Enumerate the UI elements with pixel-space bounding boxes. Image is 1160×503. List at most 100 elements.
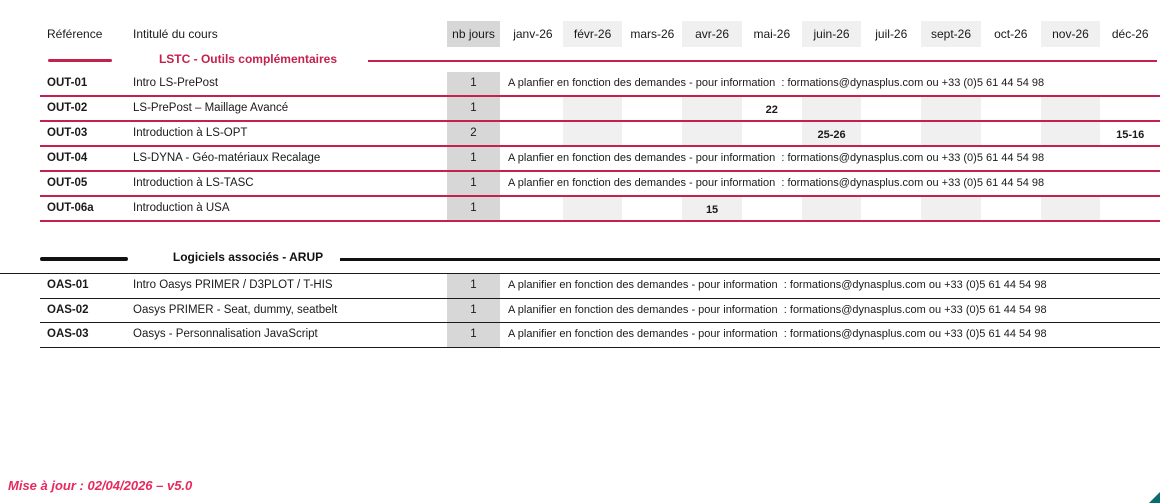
reference-column-header: Référence — [47, 27, 103, 41]
course-row-OUT-05: OUT-05 Introduction à LS-TASC 1 A planfier … — [40, 172, 1160, 197]
month-header-oct-26: oct-26 — [994, 27, 1028, 41]
table-header-row: Référence Intitulé du cours nb jours jan… — [0, 21, 1160, 47]
planning-info-text: A planifier en fonction des demandes - p… — [508, 328, 1047, 340]
section-rows-arup: OAS-01 Intro Oasys PRIMER / D3PLOT / T-HI… — [0, 273, 1160, 348]
section-header-arup: Logiciels associés - ARUP — [0, 246, 1160, 273]
course-reference: OUT-04 — [47, 152, 88, 164]
date-cell-oct-26 — [981, 122, 1041, 145]
days-cell: 1 — [447, 72, 500, 95]
course-column-header: Intitulé du cours — [133, 27, 218, 41]
section-rule-right — [340, 257, 1160, 261]
date-cell-nov-26 — [1040, 122, 1101, 145]
date-cell-avr-26 — [682, 97, 742, 120]
update-note: Mise à jour : 02/04/2026 – v5.0 — [8, 478, 193, 493]
date-cell-sept-26 — [921, 197, 981, 220]
date-cell-avr-26: 15 — [682, 197, 742, 220]
course-reference: OUT-06a — [47, 202, 94, 214]
planning-info-text: A planfier en fonction des demandes - po… — [508, 177, 1045, 189]
course-row-OAS-03: OAS-03 Oasys - Personnalisation JavaScrip… — [40, 323, 1160, 348]
days-cell: 1 — [447, 97, 500, 120]
days-column-header: nb jours — [447, 21, 500, 47]
course-reference: OUT-01 — [47, 77, 88, 89]
planning-info-text: A planifier en fonction des demandes - p… — [508, 303, 1047, 316]
date-cell-juin-26: 25-26 — [801, 122, 862, 145]
course-name: LS-DYNA - Géo-matériaux Recalage — [133, 152, 321, 164]
course-row-OUT-06a: OUT-06a Introduction à USA 1 15 — [40, 197, 1160, 222]
date-cell-mars-26 — [622, 197, 682, 220]
corner-triangle-icon — [1149, 492, 1160, 503]
date-cell-mai-26 — [742, 122, 802, 145]
course-reference: OUT-03 — [47, 127, 88, 139]
month-header-mai-26: mai-26 — [753, 27, 791, 41]
date-cell-janv-26 — [503, 97, 563, 120]
course-row-OUT-01: OUT-01 Intro LS-PrePost 1 A planfier en fon… — [40, 72, 1160, 97]
date-cell-déc-26 — [1100, 197, 1160, 220]
month-cells: 15 — [503, 197, 1160, 220]
planning-info-text: A planifier en fonction des demandes - p… — [508, 279, 1047, 291]
date-cell-oct-26 — [981, 97, 1041, 120]
date-cell-janv-26 — [503, 122, 563, 145]
date-cell-févr-26 — [562, 197, 623, 220]
month-header-févr-26: févr-26 — [562, 21, 623, 47]
date-cell-déc-26 — [1100, 97, 1160, 120]
date-cell-mai-26: 22 — [765, 104, 778, 116]
course-name: Introduction à USA — [133, 202, 230, 214]
date-cell-mars-26 — [622, 97, 682, 120]
planning-info-text: A planfier en fonction des demandes - po… — [508, 77, 1045, 89]
section-rule-right — [368, 59, 1157, 62]
planning-info-text: A planfier en fonction des demandes - po… — [508, 152, 1045, 164]
date-cell-juil-26 — [861, 197, 921, 220]
date-cell-juin-26 — [801, 197, 862, 220]
course-row-OUT-03: OUT-03 Introduction à LS-OPT 2 25-26 15-16 — [40, 122, 1160, 147]
date-cell-nov-26 — [1040, 97, 1101, 120]
course-name: Intro LS-PrePost — [133, 77, 219, 89]
days-cell: 1 — [447, 197, 500, 220]
course-name: Introduction à LS-TASC — [133, 177, 254, 189]
section-lstc: LSTC - Outils complémentaires OUT-01 Intro… — [0, 52, 1160, 222]
date-cell-juin-26 — [801, 97, 862, 120]
month-header-sept-26: sept-26 — [921, 21, 981, 47]
course-row-OUT-02: OUT-02 LS-PrePost – Maillage Avancé 1 22 — [40, 97, 1160, 122]
course-name: Introduction à LS-OPT — [133, 127, 248, 139]
section-rule-left — [40, 257, 128, 261]
course-reference: OAS-03 — [47, 328, 89, 340]
date-cell-févr-26 — [562, 122, 623, 145]
date-cell-janv-26 — [503, 197, 563, 220]
date-cell-juil-26 — [861, 97, 921, 120]
month-cells: 25-26 15-16 — [503, 122, 1160, 145]
course-row-OAS-02: OAS-02 Oasys PRIMER - Seat, dummy, seatbe… — [40, 298, 1160, 323]
section-header-lstc: LSTC - Outils complémentaires — [0, 52, 1160, 72]
month-headers: janv-26 févr-26 mars-26 avr-26 mai-26 juin-26… — [503, 21, 1160, 47]
month-header-janv-26: janv-26 — [513, 27, 553, 41]
month-header-nov-26: nov-26 — [1040, 21, 1101, 47]
course-reference: OAS-02 — [47, 303, 89, 316]
date-cell-nov-26 — [1040, 197, 1101, 220]
date-cell-sept-26 — [921, 122, 981, 145]
date-cell-avr-26 — [682, 122, 742, 145]
days-cell: 1 — [447, 323, 500, 347]
days-cell: 1 — [447, 147, 500, 170]
date-cell-mai-26 — [742, 197, 802, 220]
month-header-avr-26: avr-26 — [682, 21, 742, 47]
section-title: Logiciels associés - ARUP — [172, 250, 324, 264]
course-row-OAS-01: OAS-01 Intro Oasys PRIMER / D3PLOT / T-HI… — [40, 274, 1160, 299]
course-name: Oasys - Personnalisation JavaScript — [133, 328, 318, 340]
days-cell: 2 — [447, 122, 500, 145]
days-cell: 1 — [447, 172, 500, 195]
date-cell-sept-26 — [921, 97, 981, 120]
section-rows-lstc: OUT-01 Intro LS-PrePost 1 A planfier en fon… — [0, 72, 1160, 222]
course-reference: OUT-02 — [47, 102, 88, 114]
date-cell-oct-26 — [981, 197, 1041, 220]
date-cell-mars-26 — [622, 122, 682, 145]
course-row-OUT-04: OUT-04 LS-DYNA - Géo-matériaux Recalage 1 A… — [40, 147, 1160, 172]
course-name: Oasys PRIMER - Seat, dummy, seatbelt — [133, 303, 338, 316]
month-header-déc-26: déc-26 — [1111, 27, 1149, 41]
section-arup: Logiciels associés - ARUP OAS-01 Intro Oas… — [0, 246, 1160, 348]
section-title: LSTC - Outils complémentaires — [158, 52, 338, 66]
month-header-juil-26: juil-26 — [875, 27, 908, 41]
section-rule-left — [48, 59, 112, 62]
month-cells: 22 — [503, 97, 1160, 120]
month-header-juin-26: juin-26 — [801, 21, 862, 47]
course-name: LS-PrePost – Maillage Avancé — [133, 102, 289, 114]
